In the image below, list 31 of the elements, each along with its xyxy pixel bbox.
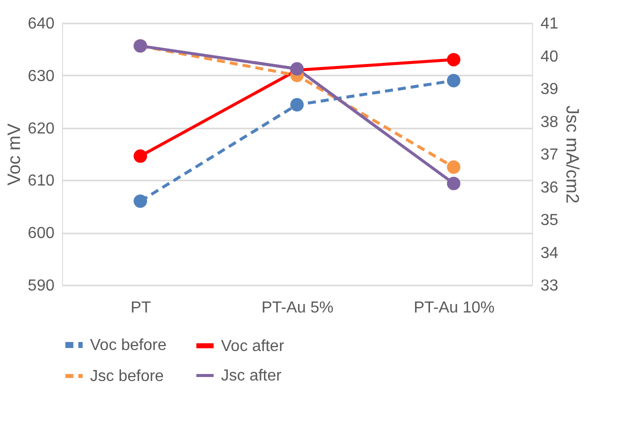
- y2-axis-title: Jsc mA/cm2: [562, 105, 582, 204]
- y2-tick-label: 38: [540, 114, 558, 131]
- y2-tick-label: 40: [540, 48, 558, 66]
- y-tick-label: 610: [28, 172, 55, 190]
- point: [446, 160, 460, 174]
- y-tick-label: 590: [28, 278, 55, 294]
- y-tick-label: 600: [28, 225, 55, 242]
- y2-tick-label: 37: [540, 146, 558, 164]
- legend-label: Jsc before: [90, 368, 164, 385]
- y-tick-label: 640: [28, 16, 55, 32]
- point: [290, 98, 304, 112]
- point: [134, 194, 148, 208]
- x-tick-label: PT: [130, 300, 152, 316]
- x-tick-label: PT-Au 5%: [261, 300, 334, 316]
- y2-tick-label: 39: [540, 81, 558, 98]
- y-tick-label: 630: [28, 68, 55, 85]
- point: [134, 149, 148, 163]
- x-tick-label: PT-Au 10%: [414, 300, 495, 316]
- y-axis-title: Voc mV: [4, 123, 24, 186]
- y2-tick-label: 34: [540, 244, 558, 262]
- y-tick-label: 620: [28, 120, 55, 138]
- legend-label: Jsc after: [221, 368, 282, 384]
- point: [446, 74, 460, 88]
- y2-tick-label: 36: [540, 179, 558, 196]
- point: [446, 52, 460, 66]
- legend-label: Voc before: [90, 337, 167, 354]
- y2-tick-label: 35: [540, 212, 558, 229]
- y2-tick-label: 33: [540, 278, 558, 294]
- point: [446, 176, 460, 190]
- y2-tick-label: 41: [540, 16, 558, 32]
- legend-label: Voc after: [221, 338, 285, 355]
